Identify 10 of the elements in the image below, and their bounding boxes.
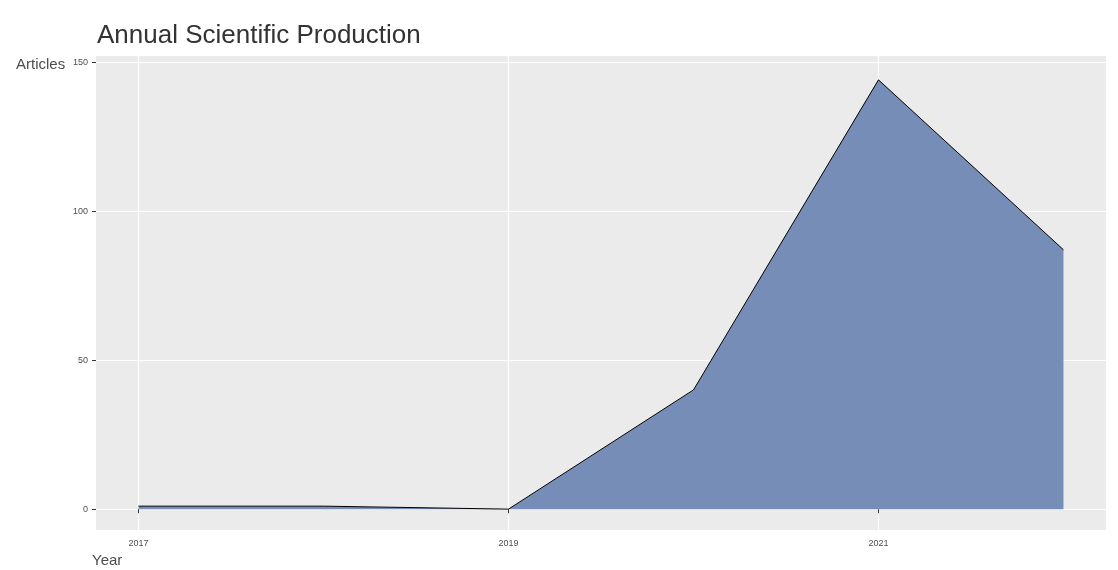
x-tick-label: 2019 bbox=[498, 537, 519, 548]
y-tick-label: 50 bbox=[77, 355, 88, 366]
y-tick-label: 100 bbox=[72, 206, 88, 217]
chart-title: Annual Scientific Production bbox=[97, 19, 421, 49]
y-axis-title: Articles bbox=[16, 55, 66, 72]
x-tick-label: 2021 bbox=[868, 537, 889, 548]
x-tick-label: 2017 bbox=[128, 537, 149, 548]
y-tick-label: 0 bbox=[82, 504, 88, 515]
y-tick-label: 150 bbox=[72, 56, 88, 67]
x-axis-title: Year bbox=[92, 551, 123, 568]
